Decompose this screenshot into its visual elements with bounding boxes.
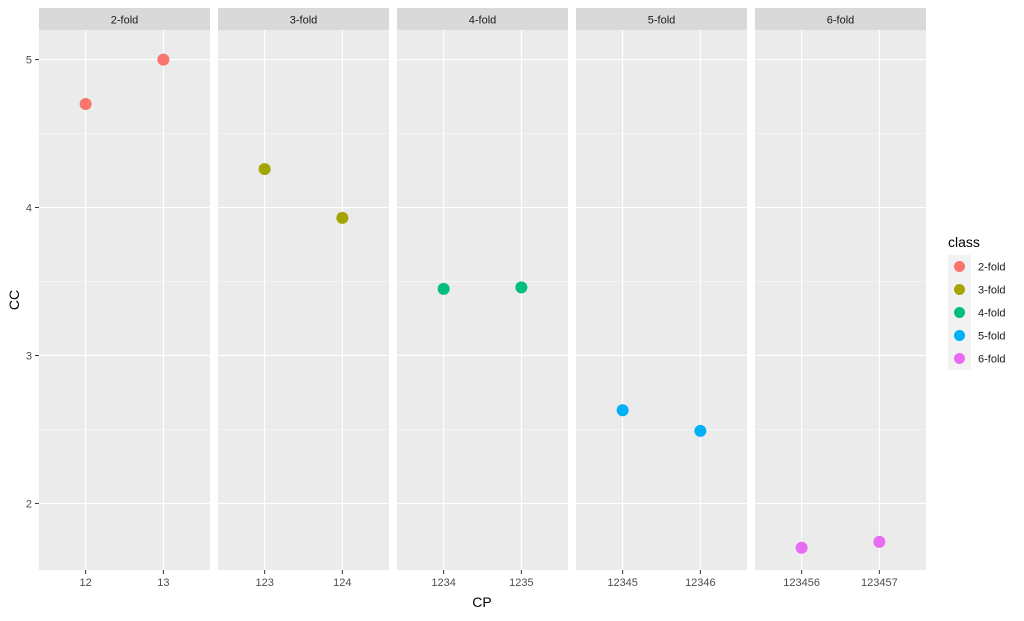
- data-point-13: [157, 53, 170, 66]
- legend-label: 2-fold: [978, 262, 1006, 274]
- legend-title: class: [948, 234, 980, 250]
- panel-background-3-fold: [218, 30, 389, 570]
- x-tick-label: 12: [80, 577, 92, 589]
- facet-strip-6-fold: [755, 8, 926, 30]
- legend-swatch-2-fold: [954, 261, 965, 272]
- data-point-1235: [515, 281, 528, 294]
- panel-background-2-fold: [39, 30, 210, 570]
- x-tick-label: 1235: [509, 577, 533, 589]
- data-point-123456: [795, 541, 808, 554]
- panel-background-6-fold: [755, 30, 926, 570]
- data-point-1234: [437, 282, 450, 295]
- legend-swatch-6-fold: [954, 353, 965, 364]
- data-point-123: [258, 163, 271, 176]
- data-point-12346: [694, 424, 707, 437]
- facet-strip-2-fold: [39, 8, 210, 30]
- y-tick-label: 2: [26, 498, 32, 510]
- data-point-12: [79, 97, 92, 110]
- x-tick-label: 123457: [861, 577, 898, 589]
- data-point-12345: [616, 404, 629, 417]
- legend-label: 4-fold: [978, 308, 1006, 320]
- legend-label: 5-fold: [978, 331, 1006, 343]
- legend-swatch-4-fold: [954, 307, 965, 318]
- panel-background-4-fold: [397, 30, 568, 570]
- facet-strip-label: 3-fold: [290, 15, 318, 27]
- x-tick-label: 12345: [607, 577, 638, 589]
- facet-strip-label: 4-fold: [469, 15, 497, 27]
- legend-label: 3-fold: [978, 285, 1006, 297]
- data-point-123457: [873, 535, 886, 548]
- x-tick-label: 123456: [783, 577, 820, 589]
- y-tick-label: 3: [26, 350, 32, 362]
- legend-label: 6-fold: [978, 354, 1006, 366]
- y-tick-label: 4: [26, 203, 32, 215]
- legend-swatch-3-fold: [954, 284, 965, 295]
- x-tick-label: 13: [157, 577, 169, 589]
- facet-strip-4-fold: [397, 8, 568, 30]
- facet-strip-5-fold: [576, 8, 747, 30]
- data-point-124: [336, 211, 349, 224]
- facet-strip-3-fold: [218, 8, 389, 30]
- x-tick-label: 124: [333, 577, 351, 589]
- x-tick-label: 1234: [431, 577, 455, 589]
- y-axis-title: CC: [6, 290, 22, 310]
- facet-strip-label: 6-fold: [827, 15, 855, 27]
- x-tick-label: 123: [255, 577, 273, 589]
- x-tick-label: 12346: [685, 577, 716, 589]
- legend-swatch-5-fold: [954, 330, 965, 341]
- panel-background-5-fold: [576, 30, 747, 570]
- y-tick-label: 5: [26, 55, 32, 67]
- facet-strip-label: 5-fold: [648, 15, 676, 27]
- x-axis-title: CP: [472, 594, 491, 610]
- facet-strip-label: 2-fold: [111, 15, 139, 27]
